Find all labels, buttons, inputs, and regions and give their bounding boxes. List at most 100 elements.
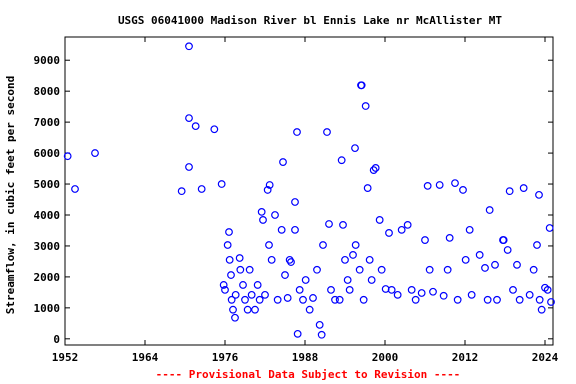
data-point: [185, 163, 193, 171]
x-tick-label: 2012: [452, 351, 479, 364]
data-point: [465, 225, 474, 234]
data-point: [231, 290, 240, 299]
data-point: [323, 128, 331, 136]
data-point: [515, 295, 524, 304]
data-point: [305, 305, 314, 314]
data-point: [317, 330, 326, 339]
data-point: [301, 276, 310, 284]
data-point: [191, 122, 200, 131]
data-point: [375, 216, 384, 224]
data-point: [267, 255, 276, 264]
data-point: [243, 305, 252, 314]
data-point: [545, 224, 554, 232]
data-point: [345, 286, 354, 294]
data-point: [71, 185, 79, 193]
data-point: [397, 225, 406, 234]
data-point: [239, 281, 247, 289]
data-point: [377, 265, 386, 274]
data-point: [257, 207, 266, 216]
data-point: [210, 125, 219, 134]
y-tick-label: 9000: [34, 54, 61, 67]
data-point: [327, 286, 335, 294]
data-point: [453, 295, 462, 304]
x-tick-label: 1952: [52, 351, 79, 364]
data-point: [459, 186, 467, 194]
data-point: [265, 181, 274, 189]
y-tick-label: 0: [53, 333, 60, 346]
data-point: [467, 290, 476, 299]
data-point: [493, 295, 501, 304]
data-point: [255, 295, 264, 304]
data-point: [259, 216, 267, 224]
chart-title: USGS 06041000 Madison River bl Ennis Lak…: [118, 14, 502, 27]
data-point: [227, 295, 236, 304]
data-point: [435, 181, 444, 189]
data-point: [293, 128, 301, 136]
data-point: [451, 179, 459, 188]
data-point: [339, 220, 347, 229]
data-point: [387, 286, 396, 294]
data-point: [519, 184, 528, 192]
x-tick-label: 2000: [372, 351, 399, 364]
data-point: [513, 260, 521, 269]
y-tick-label: 8000: [34, 85, 61, 98]
data-point: [231, 313, 239, 322]
data-point: [535, 190, 543, 199]
data-point: [225, 228, 233, 236]
y-tick-label: 5000: [34, 178, 61, 191]
x-tick-label: 1976: [212, 351, 239, 364]
data-point: [293, 329, 302, 338]
data-point: [229, 305, 237, 314]
data-point: [227, 271, 235, 279]
data-point: [283, 294, 292, 302]
data-point: [299, 295, 307, 304]
data-point: [491, 260, 499, 269]
y-tick-label: 6000: [34, 147, 61, 160]
data-point: [365, 255, 374, 264]
data-point: [355, 265, 364, 274]
data-point: [235, 254, 244, 262]
data-point: [287, 258, 295, 266]
data-point: [429, 287, 437, 296]
y-tick-label: 3000: [34, 240, 61, 253]
data-point: [236, 265, 245, 274]
data-point: [185, 42, 193, 51]
data-point: [221, 286, 229, 294]
data-point: [439, 291, 448, 300]
data-point: [273, 295, 282, 304]
data-point: [263, 186, 272, 194]
data-point: [445, 233, 454, 242]
data-point: [509, 286, 517, 294]
data-point: [483, 295, 492, 304]
data-point: [351, 241, 360, 249]
data-point: [241, 295, 249, 304]
x-tick-label: 2024: [532, 351, 559, 364]
data-point: [253, 281, 262, 289]
data-point: [251, 305, 259, 314]
data-point: [265, 241, 273, 249]
data-point: [361, 102, 370, 110]
data-point: [529, 265, 538, 274]
data-point: [295, 286, 304, 294]
data-point: [481, 264, 489, 272]
data-point: [393, 290, 402, 299]
data-point: [309, 294, 317, 302]
data-point: [177, 187, 186, 196]
data-point: [217, 180, 226, 188]
data-point: [371, 164, 380, 172]
data-point: [331, 295, 339, 304]
data-point: [425, 265, 434, 274]
data-point: [411, 295, 420, 304]
data-point: [341, 255, 349, 264]
data-point: [359, 295, 368, 304]
data-point: [385, 229, 393, 237]
data-point: [91, 149, 99, 157]
data-point: [537, 305, 546, 314]
data-point: [261, 290, 269, 299]
data-point: [279, 158, 287, 166]
data-point: [197, 185, 206, 193]
data-point: [63, 152, 72, 161]
data-point: [219, 281, 228, 289]
data-point: [335, 295, 344, 304]
